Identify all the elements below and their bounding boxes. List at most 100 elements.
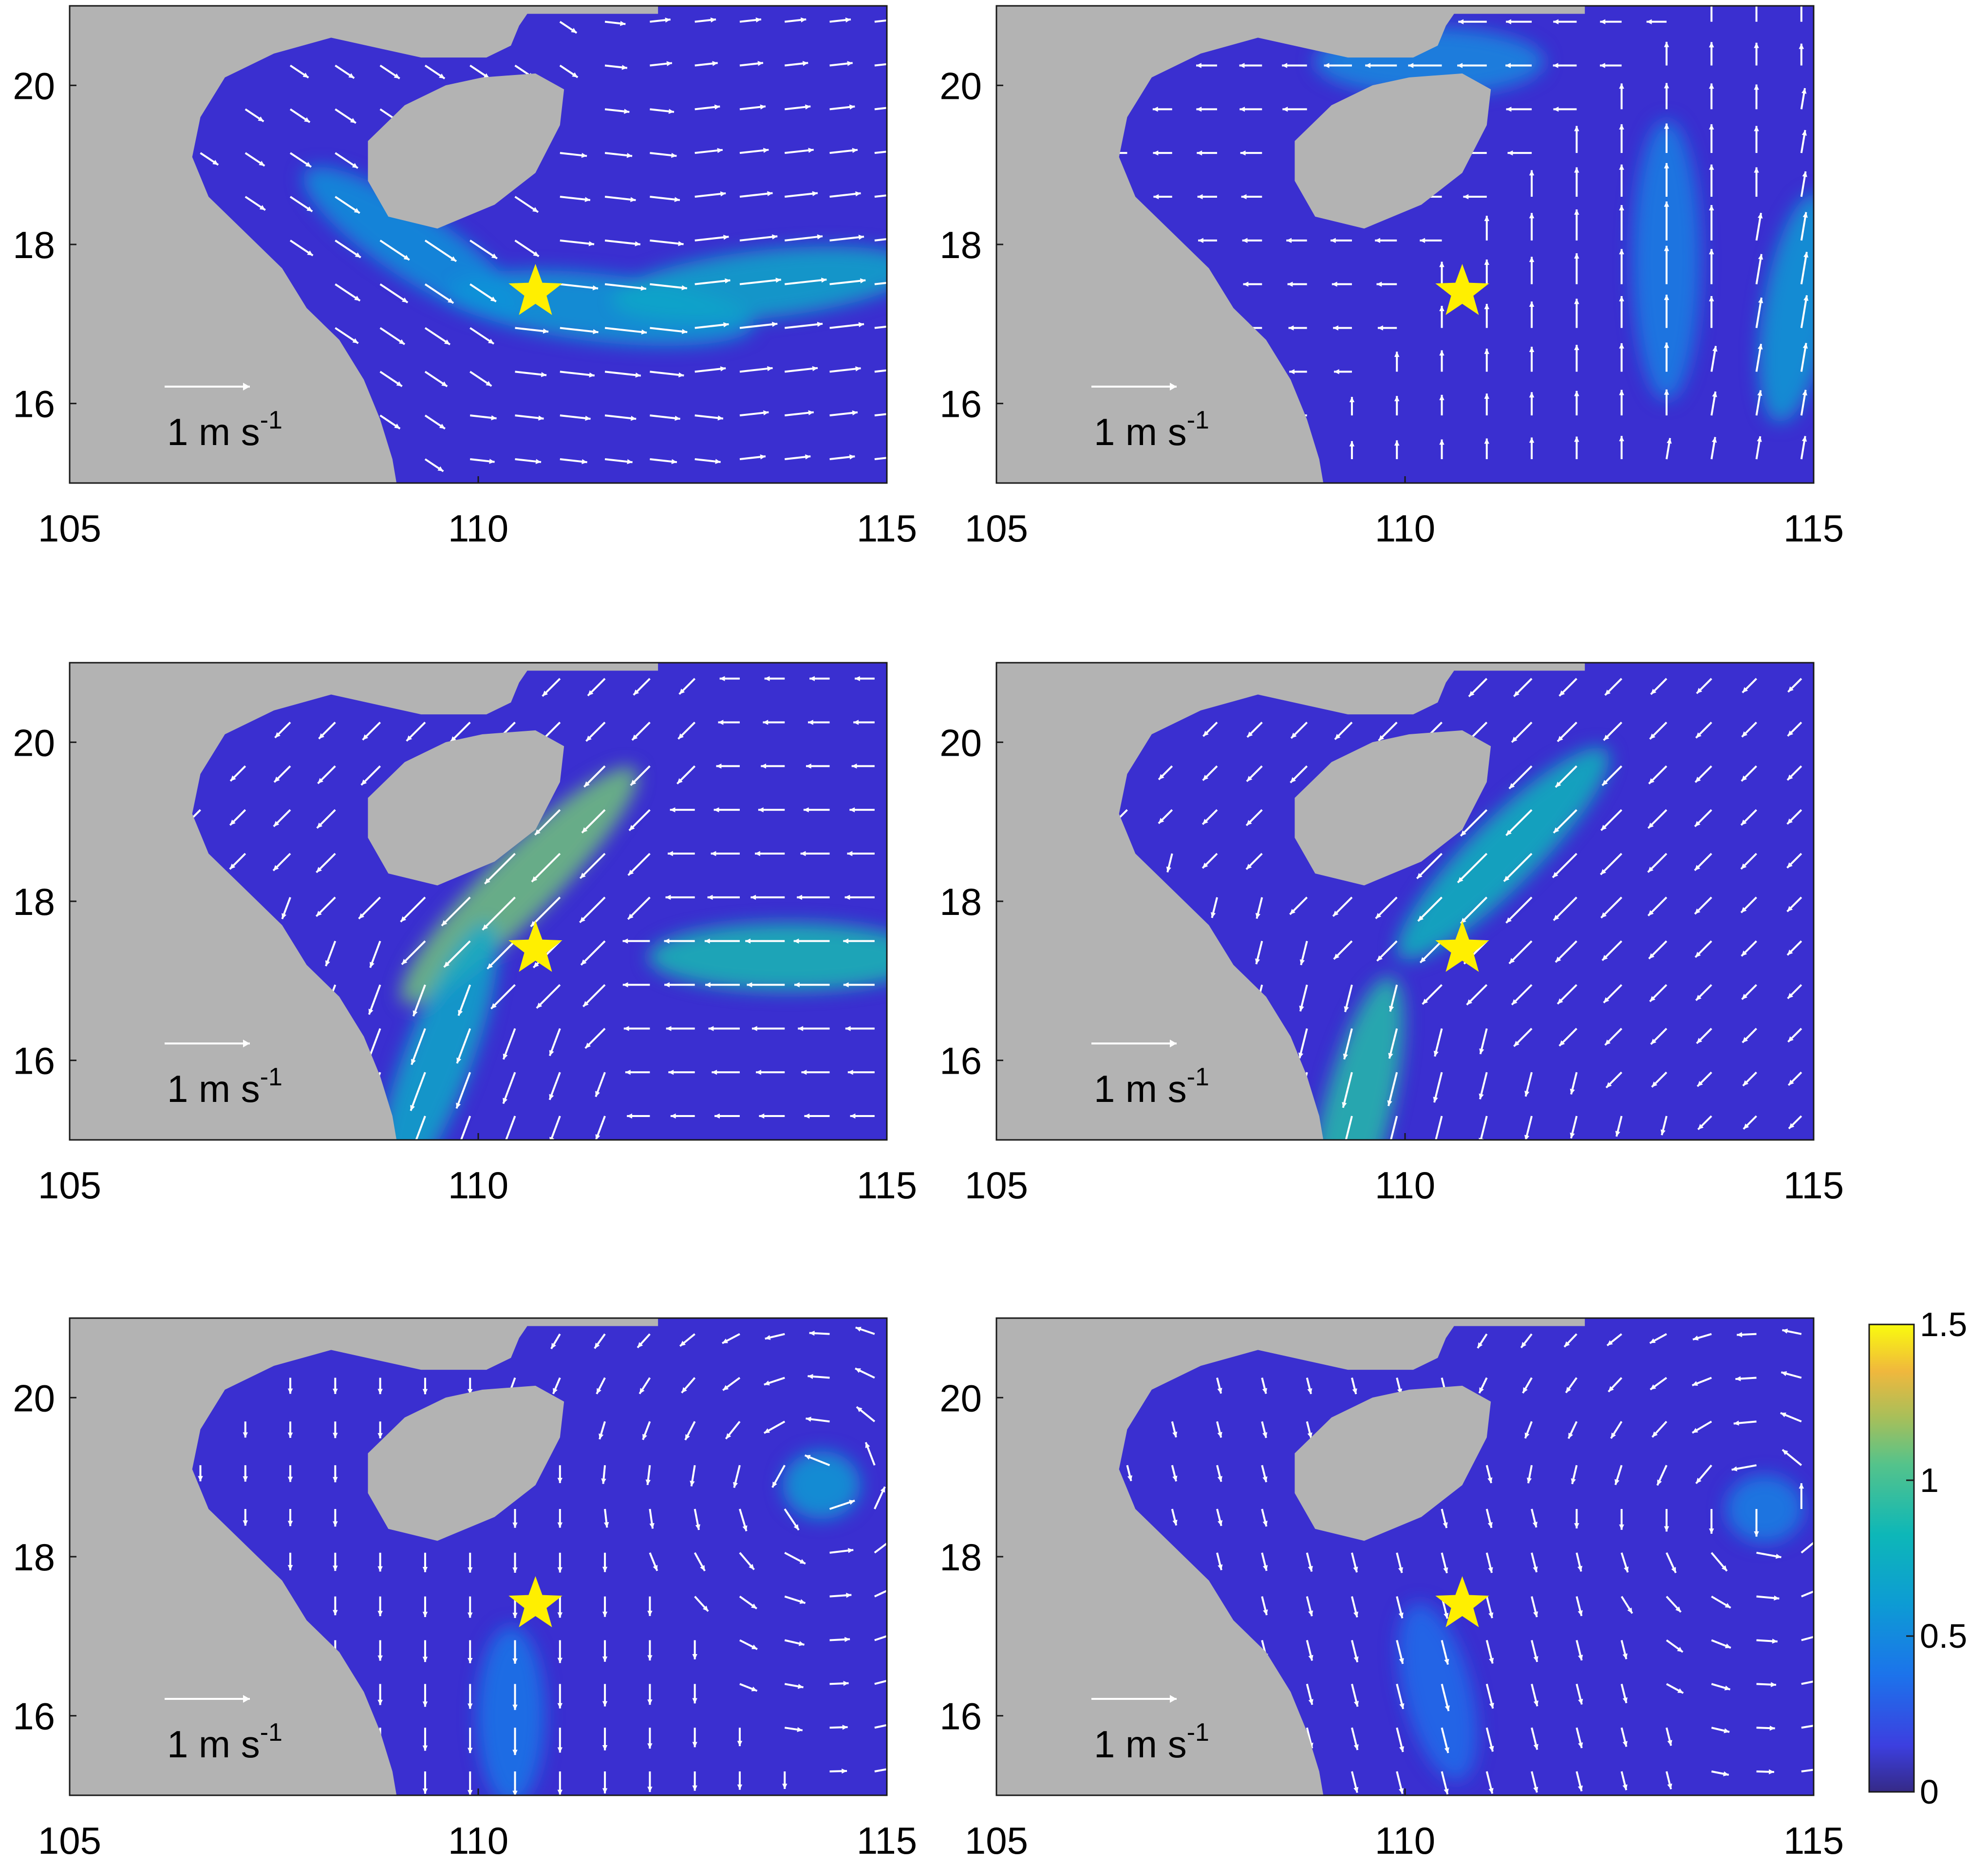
vector-arrowhead	[1394, 352, 1400, 357]
vector-arrowhead	[723, 1385, 729, 1391]
vector-arrowhead	[1619, 436, 1624, 442]
vector-arrowhead	[797, 894, 803, 900]
vector-arrowhead	[1789, 1123, 1795, 1129]
vector-arrowhead	[1709, 296, 1714, 301]
vector-arrowhead	[1788, 686, 1794, 692]
vector-arrowhead	[1152, 107, 1158, 112]
vector-arrowhead	[750, 894, 756, 900]
vector-arrowhead	[1398, 1612, 1404, 1619]
vector-arrowhead	[855, 366, 861, 372]
vector-arrowhead	[674, 197, 680, 202]
vector-arrowhead	[1627, 1607, 1632, 1614]
vector-arrowhead	[512, 1750, 518, 1755]
vector-arrow	[874, 369, 887, 373]
vector-arrowhead	[812, 366, 818, 372]
vector-arrowhead	[799, 1599, 806, 1604]
y-tick-label: 18	[939, 223, 982, 266]
vector-arrowhead	[847, 61, 853, 66]
vector-arrowhead	[1557, 736, 1563, 742]
x-tick-label: 110	[1375, 1164, 1435, 1207]
vector-arrowhead	[1262, 1476, 1268, 1482]
vector-arrowhead	[628, 870, 634, 875]
vector-arrowhead	[1202, 775, 1209, 781]
vector-arrowhead	[1600, 869, 1606, 875]
vector-arrowhead	[1352, 1388, 1357, 1395]
vector-arrowhead	[602, 1788, 608, 1794]
vector-arrowhead	[635, 372, 641, 378]
vector-arrowhead	[800, 851, 806, 857]
vector-arrowhead	[649, 1523, 655, 1529]
vector-arrowhead	[1817, 1587, 1822, 1592]
vector-arrowhead	[595, 1091, 600, 1097]
vector-arrow	[874, 1768, 887, 1772]
x-tick-label: 115	[857, 1819, 917, 1862]
vector-arrowhead	[1664, 163, 1669, 168]
vector-arrowhead	[1353, 1744, 1359, 1750]
vector-arrowhead	[1648, 822, 1654, 828]
vector-arrowhead	[1664, 389, 1669, 395]
vector-arrow	[694, 236, 729, 242]
vector-arrowhead	[1484, 216, 1490, 221]
vector-arrowhead	[1217, 1476, 1222, 1482]
vector-arrowhead	[458, 1009, 463, 1016]
vector-arrowhead	[1780, 1413, 1786, 1417]
vector-arrowhead	[316, 867, 322, 873]
vector-arrowhead	[647, 1610, 653, 1616]
vector-arrowhead	[1255, 958, 1260, 965]
vector-arrowhead	[1529, 392, 1535, 398]
vector-arrowhead	[764, 1380, 770, 1386]
vector-arrow	[874, 150, 887, 154]
vector-arrowhead	[533, 251, 539, 257]
vector-arrowhead	[1203, 730, 1209, 737]
vector-arrow	[502, 1028, 516, 1060]
vector-arrowhead	[1444, 1788, 1449, 1794]
vector-arrowhead	[685, 1434, 690, 1440]
vector-arrowhead	[633, 689, 639, 695]
vector-arrowhead	[503, 1053, 508, 1060]
vector-arrowhead	[1601, 912, 1607, 918]
vector-arrowhead	[1287, 281, 1293, 287]
vector-arrowhead	[412, 1144, 417, 1150]
vector-arrowhead	[856, 1407, 863, 1413]
vector-arrowhead	[1622, 1697, 1628, 1703]
vector-arrowhead	[865, 1442, 870, 1449]
vector-arrowhead	[592, 285, 599, 291]
vector-arrowhead	[581, 459, 587, 465]
vector-arrowhead	[1533, 1787, 1538, 1793]
vector-arrowhead	[1353, 1787, 1359, 1793]
vector-arrowhead	[711, 851, 716, 857]
vector-arrowhead	[1299, 1005, 1304, 1012]
vector-arrowhead	[793, 1524, 799, 1530]
vector-arrowhead	[761, 763, 767, 769]
station-star-marker	[1435, 921, 1489, 972]
vector-arrowhead	[855, 191, 861, 197]
vector-arrowhead	[713, 807, 719, 813]
vector-arrowhead	[1696, 732, 1702, 738]
vector-arrowhead	[710, 17, 716, 23]
vector-arrow	[456, 1028, 471, 1064]
vector-arrowhead	[410, 1105, 415, 1111]
vector-arrow	[401, 940, 426, 966]
vector-arrowhead	[1757, 436, 1762, 442]
vector-arrow	[874, 413, 887, 417]
scale-label-exponent: -1	[1187, 406, 1209, 434]
vector-arrowhead	[396, 381, 402, 387]
vector-arrowhead	[1509, 783, 1515, 789]
vector-arrowhead	[377, 1389, 383, 1395]
vector-arrowhead	[1417, 873, 1423, 879]
vector-arrowhead	[1709, 205, 1714, 210]
vector-arrowhead	[1522, 1387, 1528, 1393]
vector-arrowhead	[542, 690, 548, 696]
vector-arrowhead	[640, 285, 646, 291]
vector-arrowhead	[621, 65, 627, 70]
vector-arrowhead	[1775, 1554, 1782, 1559]
vector-arrowhead	[1291, 732, 1297, 739]
vector-arrowhead	[679, 689, 685, 694]
vector-arrowhead	[1619, 1524, 1624, 1530]
vector-arrowhead	[1308, 1699, 1313, 1705]
vector-arrowhead	[1514, 1041, 1519, 1046]
vector-arrowhead	[1650, 1384, 1656, 1390]
vector-arrowhead	[422, 1612, 428, 1617]
vector-arrowhead	[275, 732, 281, 738]
